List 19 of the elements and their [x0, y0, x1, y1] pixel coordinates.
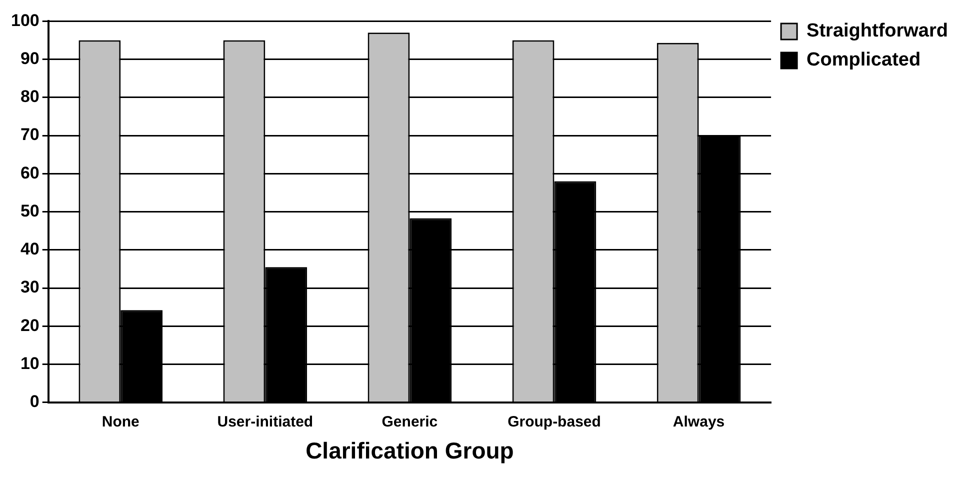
- y-tick-label: 20: [20, 316, 40, 335]
- y-tick-label: 30: [20, 278, 40, 297]
- x-tick-label: Generic: [382, 414, 438, 431]
- legend-label: Complicated: [806, 50, 921, 71]
- x-tick-label: Group-based: [508, 414, 601, 431]
- legend-label: Straightforward: [806, 20, 948, 42]
- x-tick-label: User-initiated: [217, 414, 314, 431]
- y-tick-label: 50: [20, 201, 40, 220]
- x-tick-label: Always: [672, 414, 725, 431]
- y-tick-label: 70: [20, 125, 40, 144]
- x-tick-label: None: [102, 414, 140, 431]
- y-tick-label: 80: [20, 87, 40, 106]
- x-axis-title: Clarification Group: [306, 438, 514, 464]
- y-tick-label: 90: [20, 49, 40, 68]
- y-tick-label: 60: [20, 163, 40, 182]
- y-tick-label: 100: [10, 10, 40, 30]
- y-tick-label: 0: [30, 392, 40, 412]
- y-tick-label: 10: [20, 354, 40, 373]
- y-tick-label: 40: [20, 240, 40, 259]
